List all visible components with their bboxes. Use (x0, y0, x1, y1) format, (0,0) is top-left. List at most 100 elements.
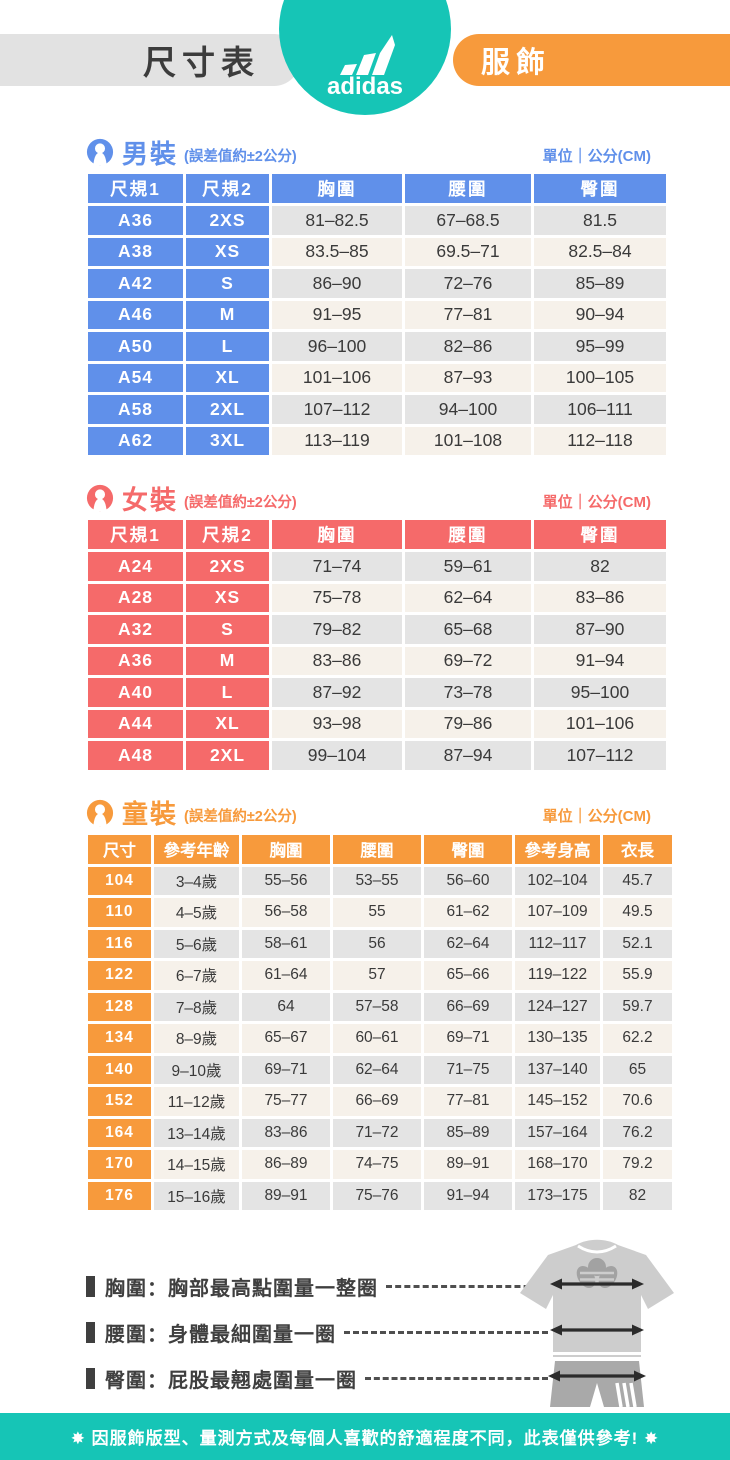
hip-measure-arrow (548, 1370, 646, 1382)
size-code-cell: 152 (88, 1087, 151, 1116)
measurement-cell: 79.2 (603, 1150, 672, 1179)
size-code-cell: XS (186, 237, 269, 266)
measurement-cell: 64 (242, 992, 330, 1021)
measurement-cell: 77–81 (405, 300, 531, 329)
section-men-header: 男裝 (誤差值約±2公分) 單位｜公分(CM) (85, 135, 651, 169)
measurement-cell: 100–105 (534, 363, 666, 392)
measurement-cell: 62–64 (333, 1055, 421, 1084)
legend-row-waist: 腰圍：身體最細圍量一圈 (86, 1309, 730, 1355)
section-title: 男裝 (122, 138, 179, 169)
table-row: A58 2XL 107–112 94–100 106–111 (88, 395, 666, 424)
tolerance-note: (誤差值約±2公分) (184, 809, 297, 825)
measurement-cell: 112–117 (515, 929, 600, 958)
column-header: 尺寸 (88, 834, 151, 864)
measurement-cell: 4–5歲 (154, 898, 239, 927)
measurement-cell: 53–55 (333, 866, 421, 895)
measurement-cell: 65–68 (405, 615, 531, 644)
size-code-cell: A36 (88, 646, 183, 675)
measurement-cell: 66–69 (333, 1087, 421, 1116)
column-header: 衣長 (603, 834, 672, 864)
measurement-cell: 52.1 (603, 929, 672, 958)
measurement-cell: 106–111 (534, 395, 666, 424)
size-code-cell: XS (186, 583, 269, 612)
table-row: A42 S 86–90 72–76 85–89 (88, 269, 666, 298)
table-row: A36 M 83–86 69–72 91–94 (88, 646, 666, 675)
size-code-cell: 104 (88, 866, 151, 895)
measurement-cell: 101–106 (534, 709, 666, 738)
measurement-cell: 93–98 (272, 709, 402, 738)
size-code-cell: 170 (88, 1150, 151, 1179)
unit-label: 單位｜公分(CM) (542, 147, 651, 165)
measurement-cell: 87–94 (405, 741, 531, 770)
table-row: 116 5–6歲 58–61 56 62–64 112–117 52.1 (88, 929, 672, 958)
measurement-cell: 83–86 (272, 646, 402, 675)
section-men: 男裝 (誤差值約±2公分) 單位｜公分(CM) 尺規1 尺規2 胸圍 腰圍 臀圍 A36 2… (85, 135, 666, 458)
size-code-cell: XL (186, 709, 269, 738)
measurement-cell: 76.2 (603, 1118, 672, 1147)
size-code-cell: A50 (88, 332, 183, 361)
size-code-cell: A36 (88, 206, 183, 235)
measurement-cell: 55.9 (603, 961, 672, 990)
table-row: A54 XL 101–106 87–93 100–105 (88, 363, 666, 392)
size-code-cell: 164 (88, 1118, 151, 1147)
measurement-cell: 56–58 (242, 898, 330, 927)
measurement-cell: 75–77 (242, 1087, 330, 1116)
measurement-cell: 49.5 (603, 898, 672, 927)
size-code-cell: A32 (88, 615, 183, 644)
column-header: 臀圍 (534, 174, 666, 203)
mens-size-table: 尺規1 尺規2 胸圍 腰圍 臀圍 A36 2XS 81–82.5 67–68.5 81.5 A38 X… (85, 171, 669, 458)
measurement-cell: 107–112 (272, 395, 402, 424)
measurement-cell: 137–140 (515, 1055, 600, 1084)
measurement-cell: 67–68.5 (405, 206, 531, 235)
section-kids: 童裝 (誤差值約±2公分) 單位｜公分(CM) 尺寸 參考年齡 胸圍 腰圍 臀圍 參考身高… (85, 796, 672, 1214)
measurement-cell: 57 (333, 961, 421, 990)
measurement-cell: 15–16歲 (154, 1181, 239, 1210)
size-code-cell: M (186, 646, 269, 675)
size-code-cell: A40 (88, 678, 183, 707)
adidas-wordmark: adidas (326, 73, 404, 100)
measurement-cell: 9–10歲 (154, 1055, 239, 1084)
measurement-cell: 58–61 (242, 929, 330, 958)
table-row: A32 S 79–82 65–68 87–90 (88, 615, 666, 644)
measurement-cell: 61–62 (424, 898, 512, 927)
category-label: 服飾 (481, 47, 552, 79)
measurement-cell: 83.5–85 (272, 237, 402, 266)
person-icon (85, 138, 115, 166)
dashed-leader-line (365, 1376, 548, 1380)
size-code-cell: 110 (88, 898, 151, 927)
measurement-cell: 86–90 (272, 269, 402, 298)
column-header: 參考年齡 (154, 834, 239, 864)
measurement-cell: 81.5 (534, 206, 666, 235)
table-row: A36 2XS 81–82.5 67–68.5 81.5 (88, 206, 666, 235)
column-header: 臀圍 (534, 520, 666, 549)
column-header: 腰圍 (405, 520, 531, 549)
size-code-cell: 3XL (186, 426, 269, 455)
column-header: 尺規1 (88, 174, 183, 203)
header-row: 尺規1 尺規2 胸圍 腰圍 臀圍 (88, 174, 666, 203)
column-header: 尺規2 (186, 174, 269, 203)
measurement-cell: 74–75 (333, 1150, 421, 1179)
measurement-cell: 87–90 (534, 615, 666, 644)
size-code-cell: 122 (88, 961, 151, 990)
legend-row-hip: 臀圍：屁股最翹處圍量一圈 (86, 1355, 730, 1401)
table-row: A46 M 91–95 77–81 90–94 (88, 300, 666, 329)
legend-label: 腰圍：身體最細圍量一圈 (105, 1323, 336, 1346)
measurement-cell: 69.5–71 (405, 237, 531, 266)
measurement-cell: 71–75 (424, 1055, 512, 1084)
measurement-cell: 124–127 (515, 992, 600, 1021)
measurement-cell: 99–104 (272, 741, 402, 770)
table-row: A48 2XL 99–104 87–94 107–112 (88, 741, 666, 770)
measurement-cell: 107–109 (515, 898, 600, 927)
square-marker-icon (86, 1367, 95, 1389)
table-row: A44 XL 93–98 79–86 101–106 (88, 709, 666, 738)
table-row: A24 2XS 71–74 59–61 82 (88, 552, 666, 581)
column-header: 胸圍 (272, 520, 402, 549)
measurement-cell: 96–100 (272, 332, 402, 361)
dashed-leader-line (344, 1330, 548, 1334)
measurement-cell: 87–92 (272, 678, 402, 707)
measurement-cell: 65–66 (424, 961, 512, 990)
size-code-cell: 2XL (186, 741, 269, 770)
adidas-badge: adidas (279, 0, 451, 115)
size-code-cell: A42 (88, 269, 183, 298)
header-row: 尺寸 參考年齡 胸圍 腰圍 臀圍 參考身高 衣長 (88, 834, 672, 864)
